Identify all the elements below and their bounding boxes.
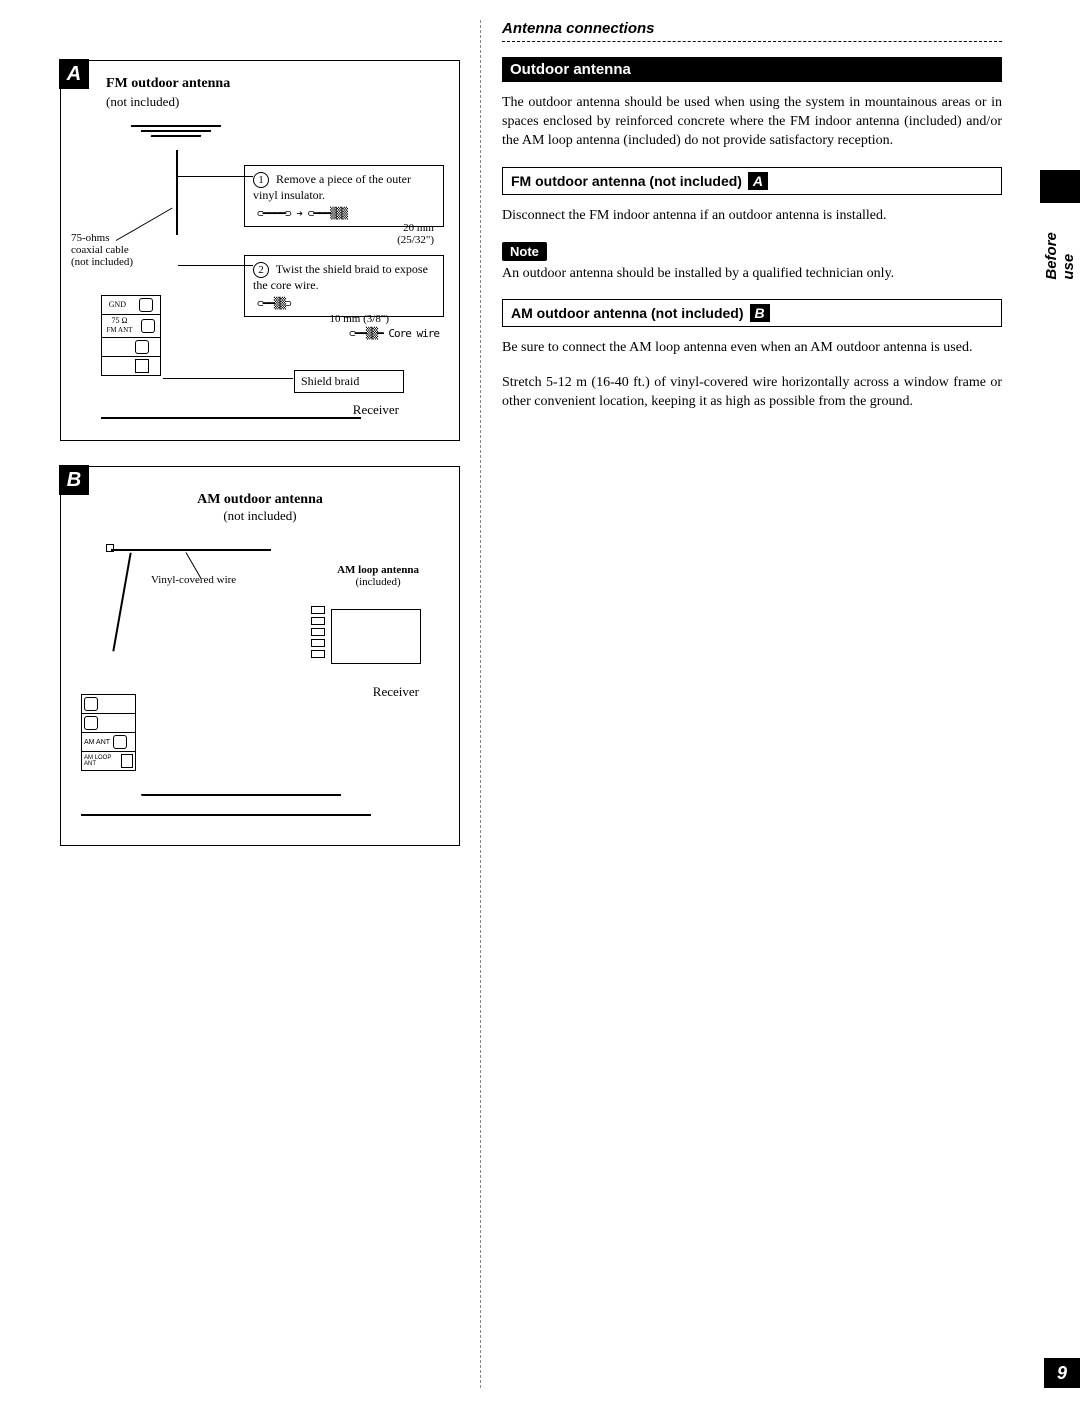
step1-number-icon: 1 (253, 172, 269, 188)
step2-text: Twist the shield braid to expose the cor… (253, 262, 428, 292)
figure-b-badge: B (59, 465, 89, 495)
section-heading: Outdoor antenna (502, 57, 1002, 82)
wire1-icon: ⊂━━━━⊃ ➔ ⊂━━━▒▒▒ (257, 207, 435, 220)
figure-b: B AM outdoor antenna (not included) Viny… (60, 466, 460, 846)
callout-step1: 1 Remove a piece of the outer vinyl insu… (244, 165, 444, 227)
figures-column: A FM outdoor antenna (not included) 75-o… (0, 0, 470, 1408)
cable-label: 75-ohms coaxial cable (not included) (71, 232, 133, 268)
loop-antenna-icon (331, 609, 421, 664)
fm-subheading-box: FM outdoor antenna (not included) A (502, 167, 1002, 195)
section-tab: Before use (1040, 170, 1080, 280)
figure-b-subtitle: (not included) (71, 508, 449, 524)
tab-label: Before use (1043, 215, 1077, 280)
figure-a: A FM outdoor antenna (not included) 75-o… (60, 60, 460, 441)
coax-line-icon (112, 553, 131, 652)
figure-a-title: FM outdoor antenna (106, 76, 449, 92)
am-loop-label: AM loop antenna (included) (337, 564, 419, 588)
column-divider (480, 20, 482, 1388)
step1-dim: 20 mm(25/32") (397, 222, 434, 246)
am-subheading: AM outdoor antenna (not included) (511, 305, 744, 321)
tab-marker-icon (1040, 170, 1080, 203)
figure-b-title: AM outdoor antenna (71, 492, 449, 508)
leader-line (178, 265, 253, 266)
fm-ref-badge: A (748, 172, 768, 190)
step2-dim: 10 mm (3/8") (330, 313, 390, 325)
am-subheading-box: AM outdoor antenna (not included) B (502, 299, 1002, 327)
antenna-icon (131, 125, 231, 165)
leader-line (178, 176, 253, 177)
figure-a-illustration: 75-ohms coaxial cable (not included) 1 R… (71, 120, 449, 420)
fm-subheading: FM outdoor antenna (not included) (511, 173, 742, 189)
fm-text: Disconnect the FM indoor antenna if an o… (502, 207, 1002, 226)
shield-braid-label: Shield braid (294, 370, 404, 393)
leader-line (163, 378, 293, 379)
figure-a-subtitle: (not included) (106, 94, 449, 110)
receiver-label-b: Receiver (373, 684, 419, 700)
am-text-2: Stretch 5-12 m (16-40 ft.) of vinyl-cove… (502, 374, 1002, 412)
callout-step2: 2 Twist the shield braid to expose the c… (244, 255, 444, 317)
figure-a-badge: A (59, 59, 89, 89)
step1-text: Remove a piece of the outer vinyl insula… (253, 172, 411, 202)
terminal-block-b-icon: AM ANT AM LOOP ANT (81, 694, 136, 771)
am-ref-badge: B (750, 304, 770, 322)
receiver-baseline (101, 417, 361, 419)
vinyl-wire-label: Vinyl-covered wire (151, 574, 236, 586)
page-number: 9 (1044, 1358, 1080, 1388)
wire-path-icon (141, 794, 341, 796)
coax-line-icon (176, 150, 178, 235)
note-text: An outdoor antenna should be installed b… (502, 265, 1002, 284)
wire2-icon: ⊂━━▒▒⊃ (257, 297, 435, 310)
loop-stand-icon (311, 606, 325, 666)
figure-b-illustration: Vinyl-covered wire AM loop antenna (incl… (71, 534, 449, 834)
receiver-baseline-b (81, 814, 371, 816)
intro-paragraph: The outdoor antenna should be used when … (502, 94, 1002, 151)
am-text-1: Be sure to connect the AM loop antenna e… (502, 339, 1002, 358)
wire-icon (111, 549, 271, 551)
wire-end-icon (106, 544, 114, 552)
note-label: Note (502, 242, 547, 261)
chapter-title: Antenna connections (502, 20, 1002, 37)
receiver-label: Receiver (353, 402, 399, 418)
step2-number-icon: 2 (253, 262, 269, 278)
page: A FM outdoor antenna (not included) 75-o… (0, 0, 1080, 1408)
text-column: Antenna connections Outdoor antenna The … (492, 0, 1022, 1408)
terminal-block-icon: GND 75 ΩFM ANT (101, 295, 161, 376)
core-wire-illus: ⊂━━▒▒━ Core wire (349, 327, 439, 340)
chapter-rule (502, 41, 1002, 42)
